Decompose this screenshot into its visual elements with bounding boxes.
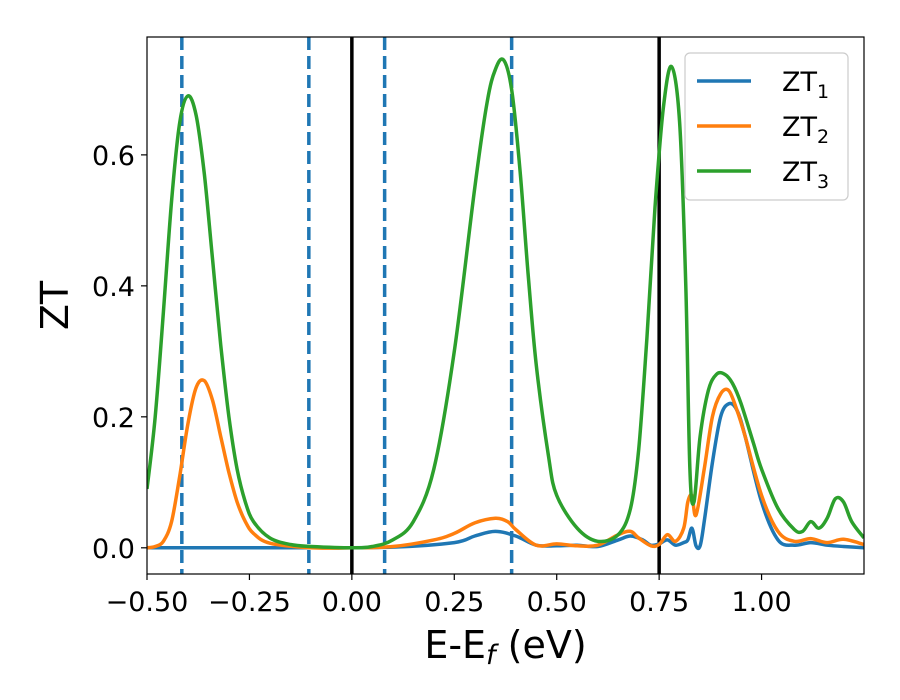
x-tick-label: −0.50 [106, 587, 189, 618]
x-tick-label: −0.25 [208, 587, 291, 618]
y-tick-label: 0.4 [92, 272, 135, 303]
series-lines [147, 57, 864, 551]
y-tick-label: 0.6 [92, 141, 135, 172]
x-tick-label: 0.50 [527, 587, 587, 618]
x-tick-label: 0.00 [322, 587, 382, 618]
series-line-zt2 [147, 378, 864, 550]
x-tick-label: 1.00 [732, 587, 792, 618]
x-tick-label: 0.75 [629, 587, 689, 618]
legend-label-zt2: ZT2 [782, 112, 829, 148]
vertical-lines [180, 37, 661, 574]
axis-ticks: −0.50 −0.25 0.00 0.25 0.50 0.75 1.00 0.0 0.2 0.4 0… [92, 141, 792, 618]
y-tick-label: 0.0 [92, 534, 135, 565]
legend-box [684, 52, 849, 201]
legend-label-zt3: ZT3 [782, 157, 829, 193]
legend: ZT1 ZT2 ZT3 [684, 52, 849, 201]
series-line-zt3 [147, 57, 864, 550]
plot-frame [146, 36, 865, 575]
x-axis-label-suffix: (eV) [496, 623, 587, 667]
legend-label-zt1: ZT1 [782, 67, 829, 103]
series-line-zt1 [147, 401, 864, 551]
y-axis-label: ZT [33, 280, 77, 330]
x-axis-label-main: E-E [424, 623, 486, 667]
y-tick-label: 0.2 [92, 403, 135, 434]
x-axis-label: E-Ef (eV) [424, 623, 586, 671]
x-tick-label: 0.25 [424, 587, 484, 618]
